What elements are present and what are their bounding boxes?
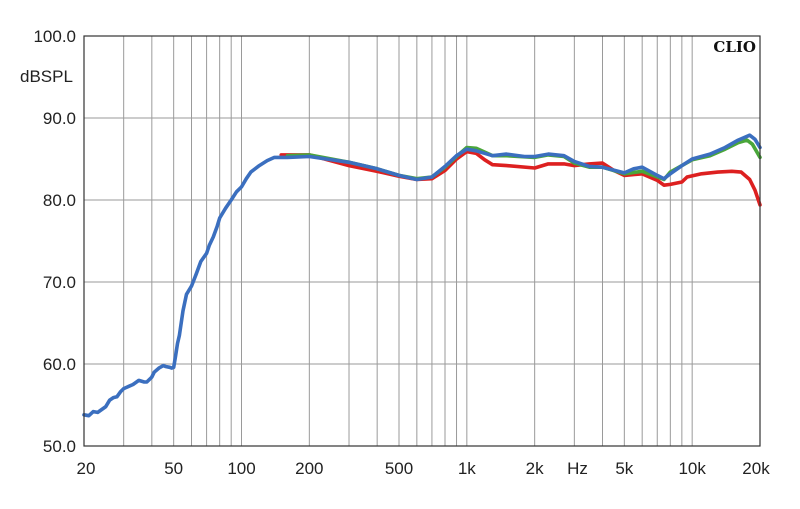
x-tick-label: 1k <box>458 459 476 478</box>
x-tick-labels: 20 50 100 200 500 1k 2k 5k 10k 20k <box>77 459 771 478</box>
x-tick-label: 50 <box>164 459 183 478</box>
y-axis-label: dBSPL <box>20 67 73 86</box>
x-tick-label: 2k <box>526 459 544 478</box>
x-tick-label: 20 <box>77 459 96 478</box>
y-tick-label: 70.0 <box>43 273 76 292</box>
series-layer <box>82 133 762 418</box>
y-tick-label: 50.0 <box>43 437 76 456</box>
y-tick-label: 90.0 <box>43 109 76 128</box>
x-tick-label: 5k <box>615 459 633 478</box>
y-tick-labels: 50.0 60.0 70.0 80.0 90.0 100.0 <box>33 27 76 456</box>
x-tick-label: 10k <box>678 459 706 478</box>
y-tick-label: 100.0 <box>33 27 76 46</box>
series-line-3 <box>82 133 762 418</box>
x-axis-label: Hz <box>567 459 588 478</box>
x-tick-label: 500 <box>385 459 413 478</box>
x-tick-label: 200 <box>295 459 323 478</box>
plot-frame <box>83 35 761 447</box>
y-tick-label: 80.0 <box>43 191 76 210</box>
grid <box>84 36 760 446</box>
x-tick-label: 100 <box>227 459 255 478</box>
x-tick-label: 20k <box>742 459 770 478</box>
y-tick-label: 60.0 <box>43 355 76 374</box>
clio-logo: CLIO <box>713 38 756 56</box>
